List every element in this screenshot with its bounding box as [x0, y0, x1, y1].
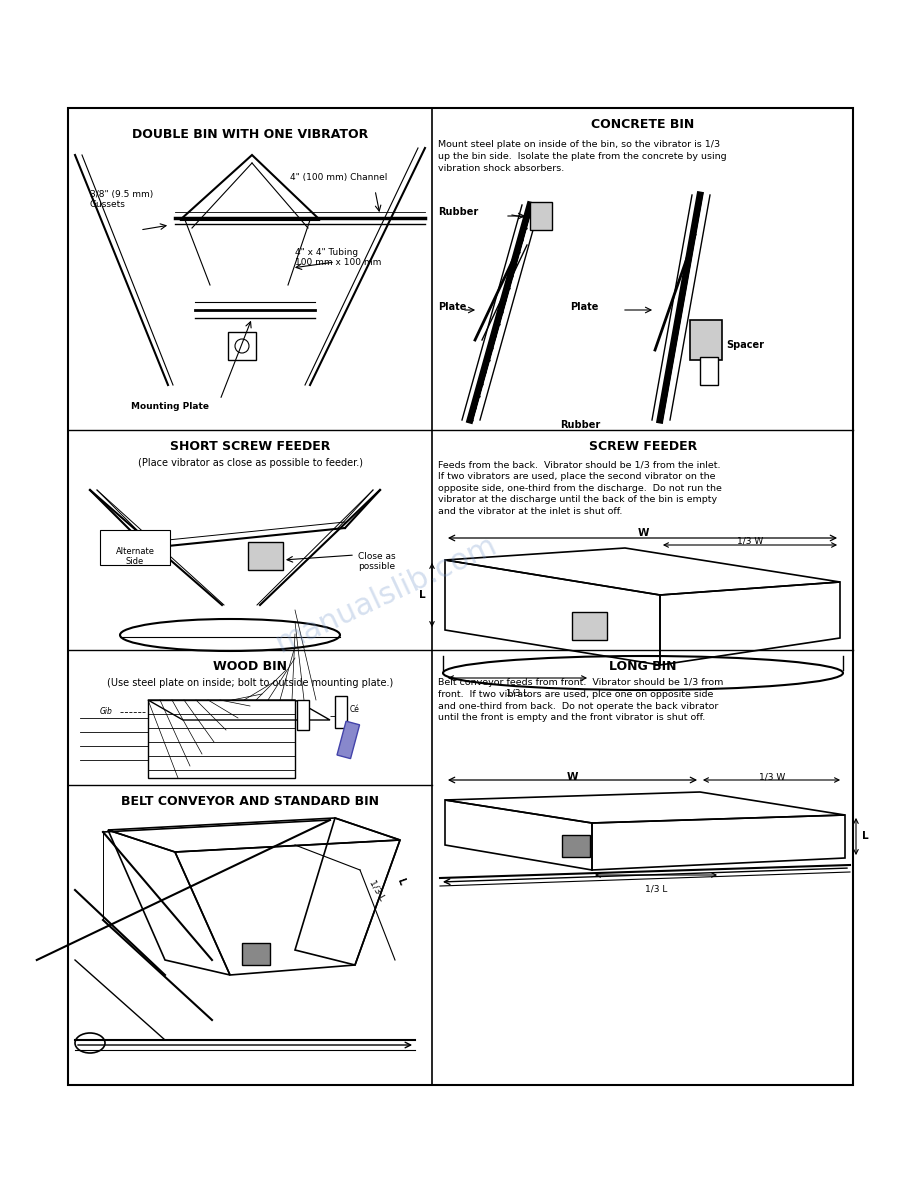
- Text: 1/3 L: 1/3 L: [368, 878, 387, 902]
- Bar: [530, 202, 552, 230]
- Bar: [242, 943, 270, 965]
- Text: BELT CONVEYOR AND STANDARD BIN: BELT CONVEYOR AND STANDARD BIN: [121, 795, 379, 808]
- Text: WOOD BIN: WOOD BIN: [213, 661, 287, 672]
- Text: Gib: Gib: [100, 708, 113, 716]
- Text: Rubber: Rubber: [438, 207, 478, 217]
- Bar: [148, 700, 295, 778]
- Text: 1/3 L: 1/3 L: [506, 688, 528, 697]
- Text: 1/3 L: 1/3 L: [644, 885, 667, 895]
- Bar: [248, 542, 283, 570]
- Text: 1/3 W: 1/3 W: [737, 536, 763, 545]
- Bar: [700, 358, 718, 385]
- Text: 3/8" (9.5 mm)
Gussets: 3/8" (9.5 mm) Gussets: [90, 190, 153, 209]
- Text: (Use steel plate on inside; bolt to outside mounting plate.): (Use steel plate on inside; bolt to outs…: [106, 678, 393, 688]
- Text: Plate: Plate: [570, 302, 599, 312]
- Text: CONCRETE BIN: CONCRETE BIN: [591, 118, 695, 131]
- Text: SCREW FEEDER: SCREW FEEDER: [588, 440, 697, 453]
- Text: W: W: [637, 527, 649, 538]
- Text: Belt conveyor feeds from front.  Vibrator should be 1/3 from
front.  If two vibr: Belt conveyor feeds from front. Vibrator…: [438, 678, 723, 722]
- Text: Mount steel plate on inside of the bin, so the vibrator is 1/3
up the bin side. : Mount steel plate on inside of the bin, …: [438, 140, 727, 172]
- Text: LONG BIN: LONG BIN: [610, 661, 677, 672]
- Text: manualslib.com: manualslib.com: [270, 530, 501, 658]
- Text: L: L: [395, 877, 407, 886]
- Text: Alternate
Side: Alternate Side: [116, 546, 154, 567]
- Text: L: L: [862, 830, 868, 841]
- Text: W: W: [566, 772, 577, 782]
- Text: Spacer: Spacer: [726, 340, 764, 350]
- Bar: [337, 721, 360, 759]
- Bar: [68, 108, 853, 1085]
- Bar: [297, 700, 309, 729]
- Bar: [572, 612, 607, 640]
- Text: Cé: Cé: [350, 706, 360, 714]
- Bar: [690, 320, 722, 360]
- Text: (Place vibrator as close as possible to feeder.): (Place vibrator as close as possible to …: [138, 459, 363, 468]
- Text: 1/3 W: 1/3 W: [759, 772, 785, 781]
- Text: 4" x 4" Tubing
100 mm x 100 mm: 4" x 4" Tubing 100 mm x 100 mm: [295, 248, 381, 267]
- Text: 4" (100 mm) Channel: 4" (100 mm) Channel: [290, 173, 387, 182]
- Bar: [335, 696, 347, 728]
- Bar: [562, 835, 590, 857]
- Bar: [100, 530, 170, 565]
- Text: DOUBLE BIN WITH ONE VIBRATOR: DOUBLE BIN WITH ONE VIBRATOR: [132, 128, 368, 141]
- Text: SHORT SCREW FEEDER: SHORT SCREW FEEDER: [170, 440, 330, 453]
- Text: Rubber: Rubber: [560, 421, 600, 430]
- Bar: [228, 331, 256, 360]
- Text: L: L: [420, 590, 426, 600]
- Text: Plate: Plate: [438, 302, 466, 312]
- Text: Close as
possible: Close as possible: [358, 552, 396, 571]
- Text: Feeds from the back.  Vibrator should be 1/3 from the inlet.
If two vibrators ar: Feeds from the back. Vibrator should be …: [438, 460, 722, 517]
- Text: Mounting Plate: Mounting Plate: [131, 402, 209, 411]
